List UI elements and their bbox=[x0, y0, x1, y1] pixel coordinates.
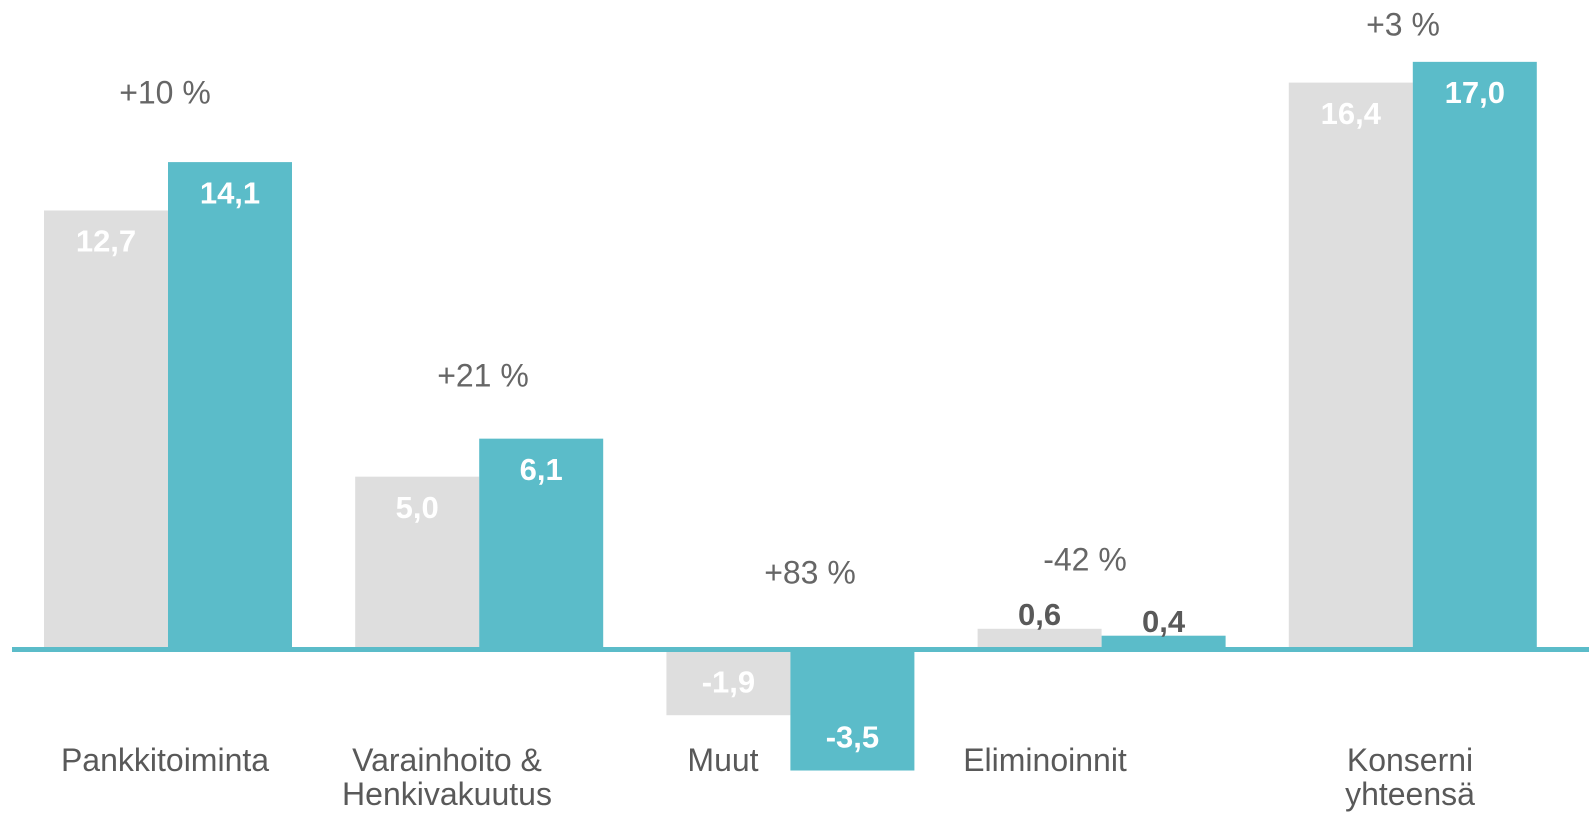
bar bbox=[44, 210, 168, 650]
x-tick-label: Pankkitoiminta bbox=[60, 742, 270, 778]
bar bbox=[355, 476, 480, 650]
change-label: -42 % bbox=[1043, 541, 1127, 577]
value-label: -3,5 bbox=[826, 720, 879, 755]
bar bbox=[1288, 82, 1413, 650]
change-label: +10 % bbox=[119, 74, 211, 110]
change-label: +83 % bbox=[764, 554, 856, 590]
value-label: -1,9 bbox=[702, 664, 755, 699]
x-tick-label: Konserni yhteensä bbox=[1345, 742, 1475, 812]
x-tick-label: Eliminoinnit bbox=[963, 742, 1127, 778]
bar bbox=[479, 438, 604, 650]
value-label: 17,0 bbox=[1445, 75, 1505, 110]
bar bbox=[1412, 61, 1537, 650]
value-label: 14,1 bbox=[200, 175, 260, 210]
value-label: 0,4 bbox=[1142, 604, 1186, 639]
value-label: 5,0 bbox=[396, 490, 439, 525]
x-tick-label: Varainhoito & Henkivakuutus bbox=[342, 742, 552, 812]
bar bbox=[168, 162, 292, 650]
bar bbox=[666, 649, 791, 716]
value-label: 12,7 bbox=[76, 224, 136, 259]
bar bbox=[1101, 635, 1226, 650]
bar bbox=[977, 628, 1102, 650]
value-label: 6,1 bbox=[520, 452, 563, 487]
change-label: +3 % bbox=[1366, 6, 1440, 42]
bar bbox=[790, 649, 915, 771]
value-label: 16,4 bbox=[1321, 96, 1382, 131]
change-label: +21 % bbox=[437, 357, 529, 393]
value-label: 0,6 bbox=[1018, 597, 1061, 632]
x-tick-label: Muut bbox=[687, 742, 759, 778]
